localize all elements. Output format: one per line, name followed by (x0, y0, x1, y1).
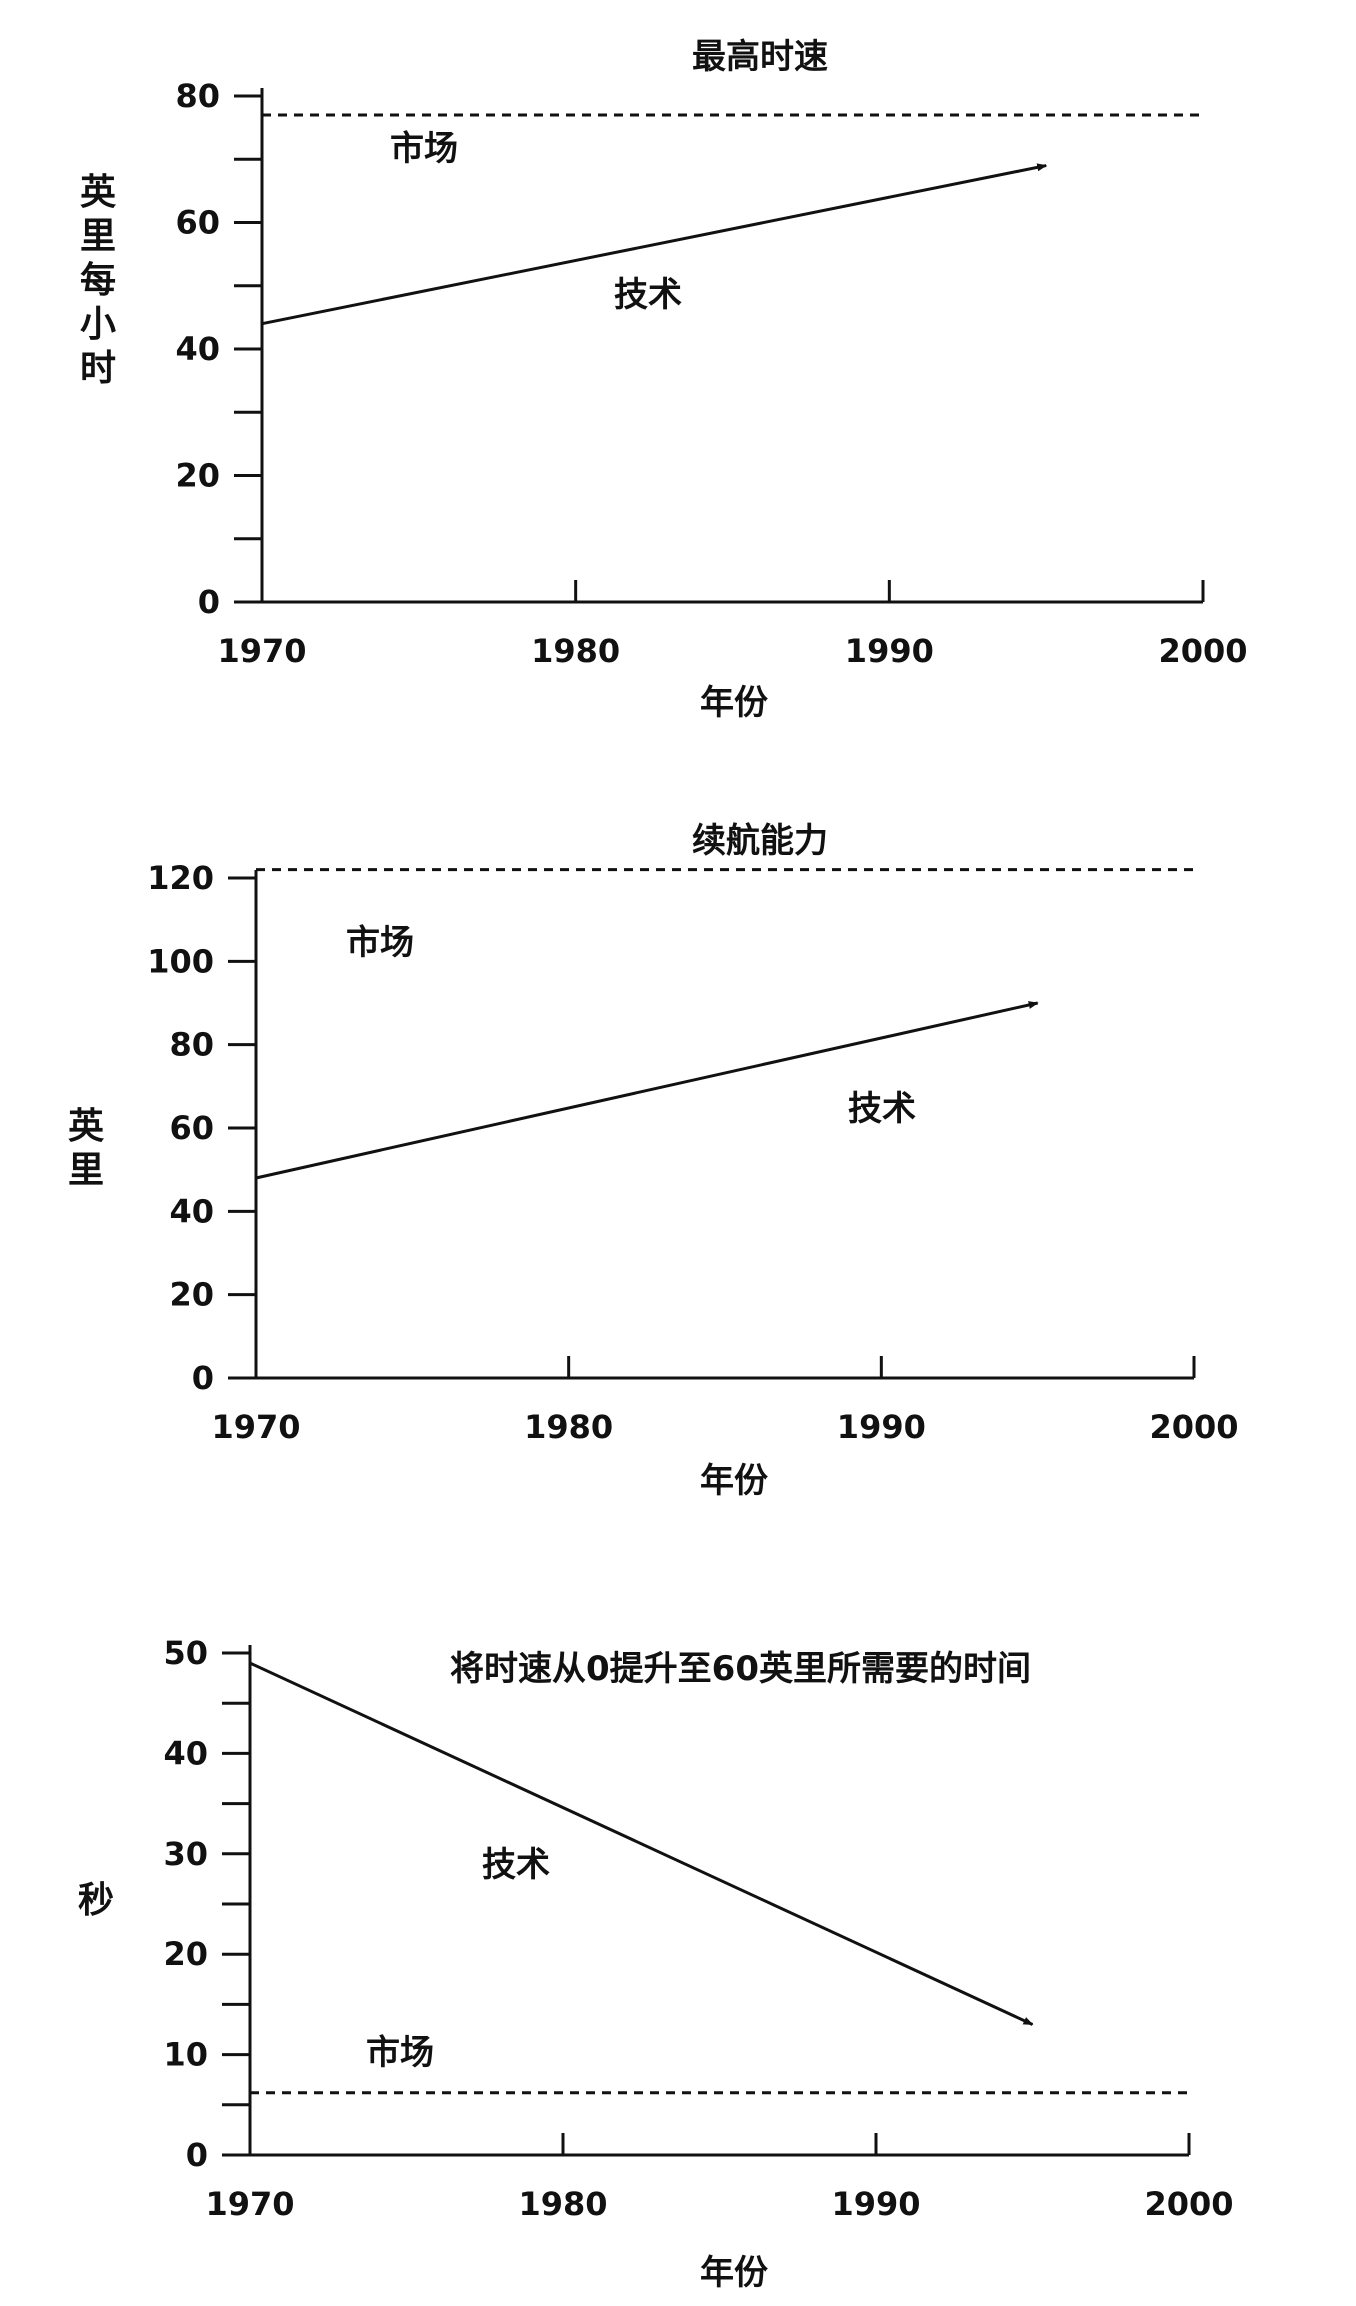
technology-annotation: 技术 (848, 1089, 916, 1129)
y-tick-label: 40 (169, 1192, 214, 1230)
y-axis-label: 英里 (68, 1106, 105, 1191)
y-tick-label: 20 (175, 457, 220, 495)
y-tick-label: 20 (169, 1276, 214, 1314)
x-tick-label: 1980 (524, 1408, 613, 1446)
market-annotation: 市场 (346, 923, 414, 963)
y-tick-label: 60 (175, 204, 220, 242)
technology-annotation: 技术 (482, 1845, 550, 1885)
technology-trend-arrow (255, 1001, 1039, 1180)
y-tick-label: 80 (175, 77, 220, 115)
y-tick-label: 10 (163, 2036, 208, 2074)
x-tick-label: 1970 (205, 2185, 294, 2223)
chart-title: 将时速从0提升至60英里所需要的时间 (450, 1649, 1031, 1689)
x-tick-label: 1970 (217, 632, 306, 670)
x-tick-label: 1990 (831, 2185, 920, 2223)
x-tick-label: 1980 (518, 2185, 607, 2223)
y-tick-label: 20 (163, 1935, 208, 1973)
x-axis-label: 年份 (700, 1461, 768, 1501)
x-tick-label: 1990 (837, 1408, 926, 1446)
chart-panel-3: 0 10 20 30 40 50 1970 1980 1990 2000 将时速从0提升至60英里所… (78, 1634, 1234, 2293)
y-axis-label: 英里每小时 (80, 172, 117, 389)
technology-annotation: 技术 (614, 275, 682, 315)
y-tick-label: 80 (169, 1026, 214, 1064)
x-tick-label: 2000 (1149, 1408, 1238, 1446)
market-annotation: 市场 (366, 2033, 434, 2073)
y-axis-label: 秒 (78, 1880, 114, 1921)
x-tick-label: 2000 (1144, 2185, 1233, 2223)
x-tick-label: 1970 (211, 1408, 300, 1446)
y-tick-label: 0 (198, 583, 220, 621)
y-tick-label: 0 (186, 2136, 208, 2174)
chart-title: 续航能力 (692, 821, 828, 861)
y-tick-label: 50 (163, 1634, 208, 1672)
x-tick-label: 1980 (531, 632, 620, 670)
y-tick-label: 100 (147, 942, 214, 980)
x-tick-label: 1990 (845, 632, 934, 670)
y-tick-label: 0 (192, 1359, 214, 1397)
y-tick-label: 40 (175, 330, 220, 368)
chart-title: 最高时速 (692, 37, 828, 77)
y-tick-label: 30 (163, 1835, 208, 1873)
technology-trend-arrow (261, 163, 1048, 326)
technology-trend-arrow (249, 1661, 1034, 2026)
market-annotation: 市场 (390, 129, 458, 169)
x-axis-label: 年份 (700, 2253, 768, 2293)
y-tick-label: 60 (169, 1109, 214, 1147)
y-tick-label: 120 (147, 859, 214, 897)
y-tick-label: 40 (163, 1734, 208, 1772)
x-tick-label: 2000 (1158, 632, 1247, 670)
x-axis-label: 年份 (700, 683, 768, 723)
